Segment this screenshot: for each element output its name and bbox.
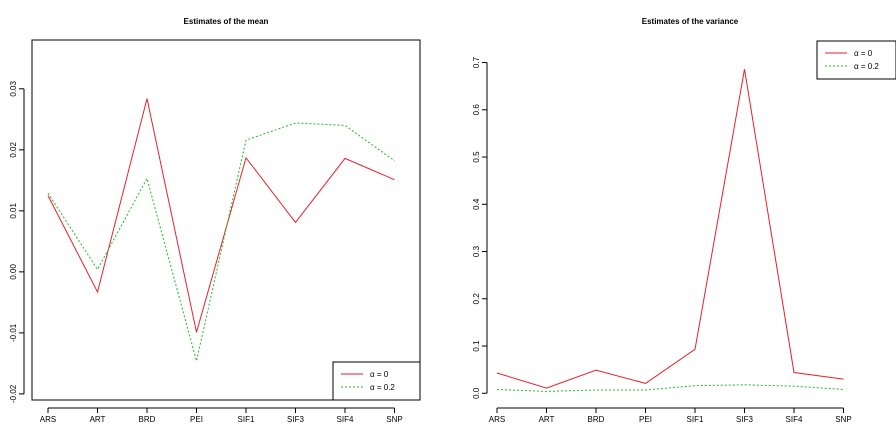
variance-x-axis: ARS ART BRD PEI SIF1 SIF3 SIF4 SNP — [489, 407, 852, 424]
variance-series-line-alpha-0-2 — [496, 384, 844, 392]
variance-chart: Estimates of the variance 0.00.10.20.30.… — [472, 17, 896, 424]
variance-y-tick-label: 0.5 — [472, 151, 481, 163]
variance-legend-box — [816, 40, 896, 80]
variance-series — [496, 69, 844, 392]
mean-x-tick-label: SIF1 — [238, 415, 255, 424]
variance-x-tick-label: ARS — [489, 415, 505, 424]
variance-x-tick-label: SIF1 — [687, 415, 704, 424]
variance-x-tick-label: ART — [539, 415, 555, 424]
mean-y-tick-label: -0.02 — [9, 384, 18, 403]
variance-x-tick-label: PEI — [639, 415, 652, 424]
mean-legend-box — [332, 361, 421, 401]
variance-y-tick-label: 0.2 — [472, 293, 481, 305]
mean-series — [47, 98, 395, 362]
variance-legend-label: α = 0.2 — [854, 62, 879, 71]
mean-y-tick-label: 0.03 — [9, 80, 18, 96]
mean-x-tick-label: SNP — [386, 415, 402, 424]
mean-legend: α = 0 α = 0.2 — [332, 361, 421, 401]
variance-chart-title: Estimates of the variance — [642, 17, 739, 26]
variance-series-line-alpha-0 — [496, 69, 844, 389]
mean-x-tick-label: ARS — [40, 415, 56, 424]
mean-x-tick-label: PEI — [190, 415, 203, 424]
mean-x-tick-label: SIF3 — [287, 415, 304, 424]
variance-x-tick-label: SIF4 — [786, 415, 803, 424]
variance-y-axis: 0.0 0.1 0.2 0.3 0.4 0.5 0.6 0.7 — [472, 56, 488, 399]
mean-y-tick-label: 0.02 — [9, 141, 18, 157]
mean-y-tick-label: 0.01 — [9, 203, 18, 219]
variance-y-tick-label: 0.3 — [472, 245, 481, 257]
variance-y-tick-label: 0.7 — [472, 56, 481, 68]
mean-x-tick-label: SIF4 — [337, 415, 354, 424]
variance-legend: α = 0 α = 0.2 — [816, 40, 896, 80]
mean-chart: Estimates of the mean -0.02 -0.01 0.00 0.01… — [9, 17, 421, 424]
mean-chart-title: Estimates of the mean — [184, 17, 269, 26]
mean-x-axis: ARS ART BRD PEI SIF1 SIF3 SIF4 SNP — [40, 407, 403, 424]
variance-y-tick-label: 0.0 — [472, 387, 481, 399]
mean-x-tick-label: BRD — [139, 415, 156, 424]
variance-y-tick-label: 0.6 — [472, 104, 481, 116]
mean-legend-label: α = 0 — [370, 370, 389, 379]
mean-legend-label: α = 0.2 — [370, 383, 395, 392]
mean-y-axis: -0.02 -0.01 0.00 0.01 0.02 0.03 — [9, 80, 25, 403]
variance-y-tick-label: 0.1 — [472, 340, 481, 352]
variance-x-tick-label: BRD — [588, 415, 605, 424]
mean-y-tick-label: -0.01 — [9, 323, 18, 342]
mean-series-line-alpha-0-2 — [47, 122, 395, 362]
mean-series-line-alpha-0 — [47, 98, 395, 333]
variance-legend-label: α = 0 — [854, 49, 873, 58]
variance-y-tick-label: 0.4 — [472, 198, 481, 210]
variance-x-tick-label: SNP — [835, 415, 851, 424]
mean-x-tick-label: ART — [90, 415, 106, 424]
variance-x-tick-label: SIF3 — [736, 415, 753, 424]
mean-y-tick-label: 0.00 — [9, 264, 18, 280]
mean-plot-frame — [31, 39, 421, 401]
